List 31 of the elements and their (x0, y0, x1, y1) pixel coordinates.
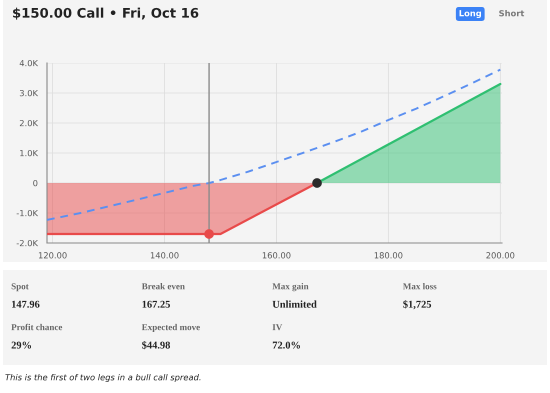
text: 147.96 (12, 300, 40, 308)
y-tick-label: -1.0K (16, 210, 38, 216)
category-label: Max gain (272, 282, 309, 292)
text: 29% (12, 342, 32, 349)
y-tick-label: 1.0K (20, 150, 38, 156)
x-tick-label: 180.00 (374, 252, 402, 258)
y-tick-label: 3.0K (20, 90, 38, 96)
x-tick-label: 160.00 (262, 252, 290, 258)
category-label: Spot (12, 283, 29, 292)
x-tick-label: 120.00 (38, 252, 67, 258)
x-tick-label: 200.00 (486, 252, 514, 258)
text: $44.98 (142, 340, 170, 350)
category-label: IV (272, 324, 282, 330)
y-tick-label: 0 (33, 180, 38, 186)
text: 72.0% (272, 342, 300, 349)
text: Short (499, 10, 524, 16)
text: Unlimited (272, 300, 317, 308)
line-series (47, 68, 502, 221)
chart-title: $150.00 Call • Fri, Oct 16 (13, 8, 198, 20)
text: 167.25 (142, 300, 170, 308)
category-label: Profit chance (11, 324, 62, 330)
x-tick-label: 140.00 (150, 252, 179, 258)
category-label: Break even (142, 283, 185, 290)
text: This is the first of two legs in a bull call spread. (5, 374, 200, 382)
y-tick-label: 2.0K (20, 120, 38, 126)
text: Long (460, 10, 482, 18)
y-tick-label: -2.0K (16, 240, 38, 246)
category-label: Expected move (142, 324, 200, 332)
category-label: Max loss (402, 283, 436, 290)
text: $1,725 (403, 300, 432, 310)
y-tick-label: 4.0K (20, 60, 38, 66)
